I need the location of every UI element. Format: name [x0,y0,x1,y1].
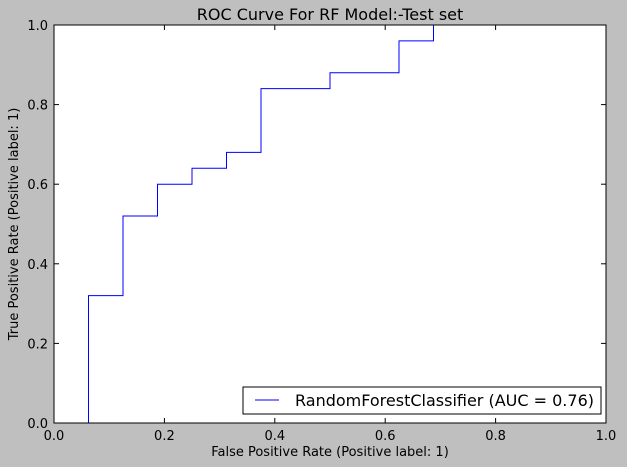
y-tick-label: 0.0 [27,417,48,432]
y-tick-label: 1.0 [27,19,48,34]
x-tick-label: 0.2 [154,429,175,444]
series-group [54,24,606,424]
legend: RandomForestClassifier (AUC = 0.76) [242,386,602,415]
y-tick-label: 0.2 [27,337,48,352]
chart-title: ROC Curve For RF Model:-Test set [197,5,464,24]
y-tick-label: 0.4 [27,258,48,273]
x-tick-label: 0.0 [44,429,65,444]
plot-area [54,25,606,423]
x-tick-label: 0.8 [485,429,506,444]
x-tick-label: 0.6 [375,429,396,444]
y-tick-label: 0.8 [27,99,48,114]
y-tick-label: 0.6 [27,178,48,193]
x-tick-label: 1.0 [596,429,617,444]
x-axis-label: False Positive Rate (Positive label: 1) [211,445,449,460]
roc-curve-line [54,24,606,424]
y-axis-label: True Positive Rate (Positive label: 1) [7,108,22,342]
legend-label: RandomForestClassifier (AUC = 0.76) [295,391,594,410]
x-tick-label: 0.4 [264,429,285,444]
legend-box [242,386,602,415]
y-axis-ticks: 0.0 0.2 0.4 0.6 0.8 1.0 [27,19,606,432]
plot-frame [53,24,607,424]
